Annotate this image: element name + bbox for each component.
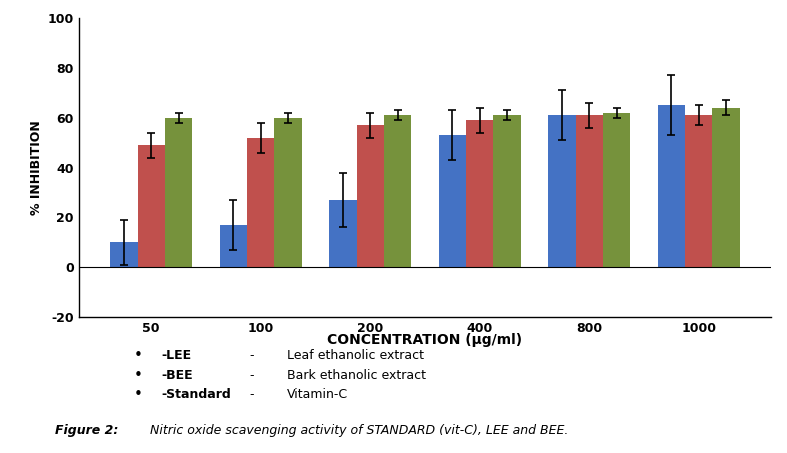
Bar bbox=[658, 105, 685, 267]
Bar bbox=[220, 225, 247, 267]
Text: CONCENTRATION (μg/ml): CONCENTRATION (μg/ml) bbox=[327, 333, 523, 347]
Text: -: - bbox=[249, 349, 254, 362]
Text: -LEE: -LEE bbox=[161, 349, 191, 362]
Bar bbox=[165, 118, 192, 267]
Bar bbox=[685, 115, 712, 267]
Y-axis label: % INHIBITION: % INHIBITION bbox=[31, 120, 43, 215]
Text: Nitric oxide scavenging activity of STANDARD (vit-C), LEE and BEE.: Nitric oxide scavenging activity of STAN… bbox=[146, 424, 568, 437]
Text: -: - bbox=[249, 369, 254, 381]
Bar bbox=[110, 242, 138, 267]
Text: •: • bbox=[133, 367, 142, 383]
Bar bbox=[275, 118, 301, 267]
Text: Vitamin-C: Vitamin-C bbox=[287, 388, 349, 400]
Text: Figure 2:: Figure 2: bbox=[55, 424, 119, 437]
Bar bbox=[493, 115, 521, 267]
Text: -Standard: -Standard bbox=[161, 388, 231, 400]
Bar bbox=[438, 135, 466, 267]
Text: Leaf ethanolic extract: Leaf ethanolic extract bbox=[287, 349, 424, 362]
Text: -BEE: -BEE bbox=[161, 369, 193, 381]
Bar bbox=[549, 115, 575, 267]
Bar bbox=[384, 115, 412, 267]
Text: -: - bbox=[249, 388, 254, 400]
Text: •: • bbox=[133, 348, 142, 363]
Bar bbox=[138, 145, 165, 267]
Bar bbox=[603, 113, 630, 267]
Bar bbox=[329, 200, 357, 267]
Bar bbox=[247, 138, 275, 267]
Bar bbox=[575, 115, 603, 267]
Text: Bark ethanolic extract: Bark ethanolic extract bbox=[287, 369, 427, 381]
Bar bbox=[712, 108, 740, 267]
Bar bbox=[357, 125, 384, 267]
Bar bbox=[466, 120, 493, 267]
Text: •: • bbox=[133, 386, 142, 402]
